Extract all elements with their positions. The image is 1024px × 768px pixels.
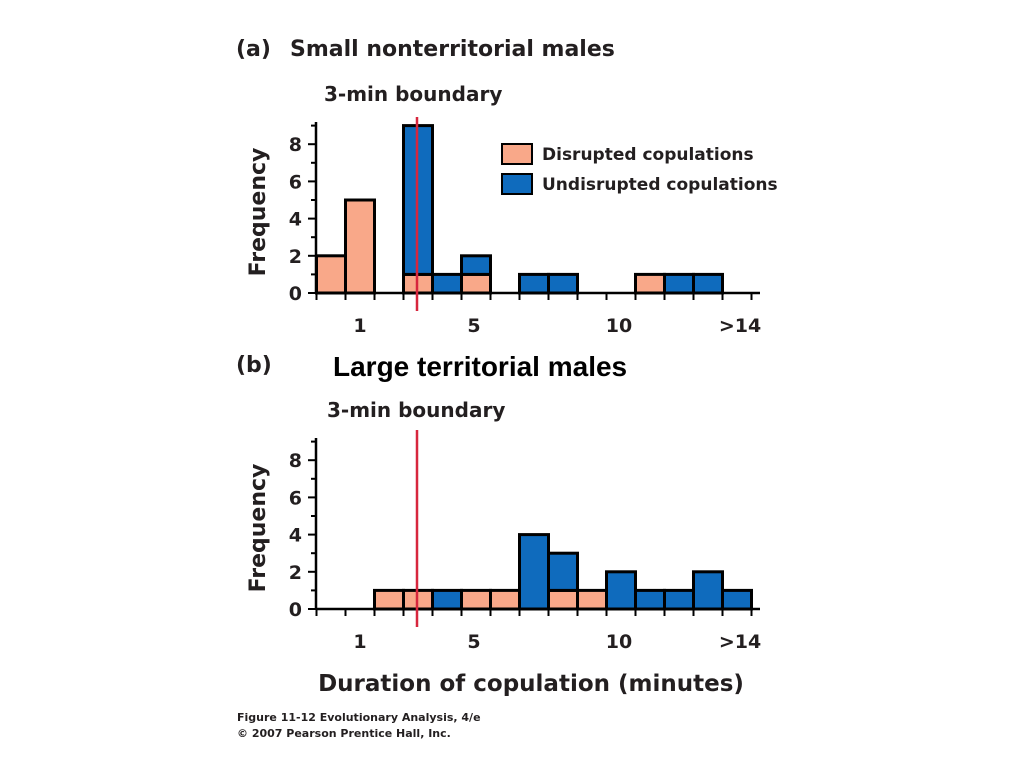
panel-a-label: (a) <box>236 37 271 62</box>
panel-a: (a) Small nonterritorial males 3-min bou… <box>236 37 778 337</box>
credit-line-2: © 2007 Pearson Prentice Hall, Inc. <box>237 727 451 740</box>
panel-a-bar-undisrupted-5 <box>431 272 463 295</box>
panel-b-bars <box>373 533 753 611</box>
panel-a-bar-undisrupted-9 <box>547 272 579 295</box>
panel-b-xtick-label-3: >14 <box>719 631 761 653</box>
panel-a-ylabel: Frequency <box>246 148 271 277</box>
panel-a-bar-disrupted-2 <box>344 198 376 295</box>
panel-a-axes: 0 2 4 6 8 1 5 10 >14 <box>289 117 761 337</box>
panel-b-label: (b) <box>236 353 272 378</box>
panel-b-xlabel: Duration of copulation (minutes) <box>318 671 744 697</box>
panel-a-ytick-label-4: 4 <box>289 209 302 231</box>
panel-a-legend: Disrupted copulations Undisrupted copulat… <box>501 143 778 195</box>
panel-a-ytick-label-0: 0 <box>289 283 302 305</box>
panel-a-ytick-label-8: 8 <box>289 134 302 156</box>
panel-a-xtick-label-0: 1 <box>353 315 366 337</box>
panel-b-bar-undisrupted-14 <box>692 570 724 611</box>
panel-b-bar-undisrupted-5 <box>431 588 463 611</box>
panel-b-ytick-label-2: 2 <box>289 562 302 584</box>
panel-a-bar-disrupted-6 <box>460 272 492 295</box>
panel-a-bar-undisrupted-13 <box>663 272 695 295</box>
panel-b-bar-disrupted-3 <box>373 588 405 611</box>
panel-b-xtick-label-2: 10 <box>606 631 632 653</box>
panel-b-axes: 0 2 4 6 8 1 5 10 >14 <box>289 430 761 653</box>
panel-b-xtick-label-1: 5 <box>467 631 480 653</box>
panel-b-bar-disrupted-10 <box>576 588 608 611</box>
panel-b-boundary-label: 3-min boundary <box>327 398 505 422</box>
credit-line-1: Figure 11-12 Evolutionary Analysis, 4/e <box>237 711 481 724</box>
panel-b-bar-undisrupted-11 <box>605 570 637 611</box>
panel-a-xtick-label-3: >14 <box>719 315 761 337</box>
legend-swatch-disrupted <box>501 143 533 165</box>
legend-swatch-undisrupted <box>501 173 533 195</box>
panel-b-bar-undisrupted-9 <box>547 551 579 592</box>
panel-b-bar-disrupted-6 <box>460 588 492 611</box>
panel-b: (b) Large territorial males 3-min bounda… <box>236 351 761 697</box>
panel-a-title: Small nonterritorial males <box>290 37 615 62</box>
panel-b-bar-undisrupted-15 <box>721 588 753 611</box>
panel-b-ytick-label-8: 8 <box>289 450 302 472</box>
panel-b-ytick-label-4: 4 <box>289 525 302 547</box>
panel-b-bar-disrupted-7 <box>489 588 521 611</box>
panel-a-ytick-label-6: 6 <box>289 171 302 193</box>
panel-b-bar-undisrupted-12 <box>634 588 666 611</box>
panel-a-bar-undisrupted-14 <box>692 272 724 295</box>
legend-label-undisrupted: Undisrupted copulations <box>542 175 778 195</box>
legend-label-disrupted: Disrupted copulations <box>542 145 754 165</box>
panel-b-title: Large territorial males <box>333 351 627 382</box>
panel-b-xtick-label-0: 1 <box>353 631 366 653</box>
panel-a-bar-disrupted-1 <box>315 254 347 295</box>
panel-b-bar-disrupted-9 <box>547 588 579 611</box>
panel-a-bar-undisrupted-8 <box>518 272 550 295</box>
panel-b-ytick-label-6: 6 <box>289 487 302 509</box>
panel-a-ytick-label-2: 2 <box>289 246 302 268</box>
panel-a-bar-undisrupted-6 <box>460 254 492 276</box>
panel-b-bar-undisrupted-8 <box>518 533 550 611</box>
panel-a-bar-disrupted-12 <box>634 272 666 295</box>
panel-b-bar-undisrupted-13 <box>663 588 695 611</box>
panel-b-ylabel: Frequency <box>246 464 271 593</box>
panel-a-xtick-label-1: 5 <box>467 315 480 337</box>
panel-a-boundary-label: 3-min boundary <box>324 82 502 106</box>
panel-a-xtick-label-2: 10 <box>606 315 632 337</box>
panel-b-ytick-label-0: 0 <box>289 599 302 621</box>
